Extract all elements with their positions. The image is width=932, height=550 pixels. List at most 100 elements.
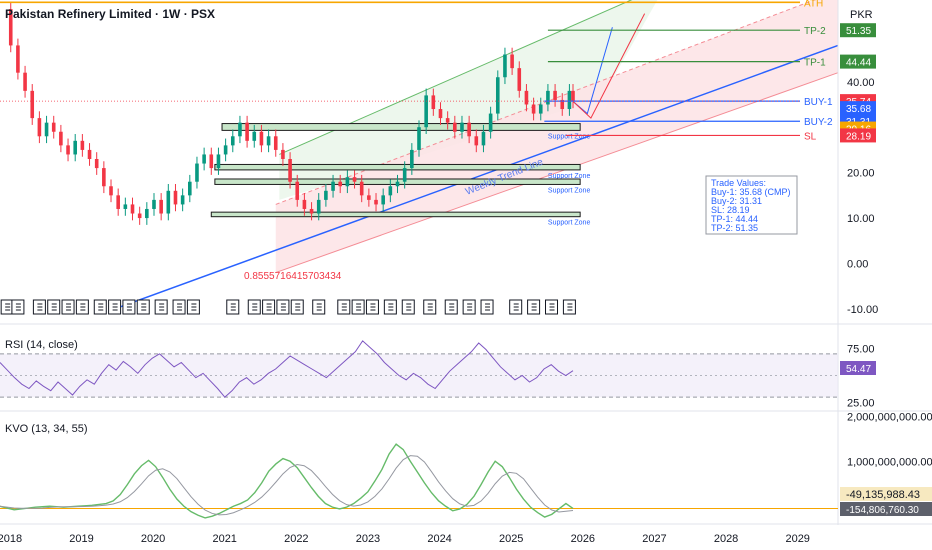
trade-values-box[interactable]: Trade Values: Buy-1: 35.68 (CMP) Buy-2: …: [705, 175, 798, 235]
earnings-flag-icon[interactable]: [61, 299, 75, 315]
candle-body[interactable]: [102, 168, 106, 187]
candle-body[interactable]: [495, 77, 500, 114]
candle-body[interactable]: [445, 118, 450, 123]
rsi-tick-label[interactable]: 75.00: [847, 343, 875, 355]
candle-body[interactable]: [281, 149, 285, 159]
candle-body[interactable]: [87, 149, 92, 159]
kvo-value-badge-1[interactable]: -49,135,988.43: [840, 487, 932, 501]
earnings-flag-icon[interactable]: [312, 299, 326, 315]
kvo-pane[interactable]: 2,000,000,000.00 1,000,000,000.00: [0, 411, 932, 519]
candle-body[interactable]: [374, 199, 378, 205]
candle-body[interactable]: [180, 195, 185, 205]
candle-body[interactable]: [538, 104, 543, 114]
candle-body[interactable]: [453, 122, 457, 132]
earnings-flag-icon[interactable]: [186, 299, 200, 315]
candle-body[interactable]: [51, 122, 56, 132]
price-badge[interactable]: [840, 54, 876, 69]
earnings-flag-icon[interactable]: [247, 299, 261, 315]
candle-body[interactable]: [195, 163, 199, 182]
candle-body[interactable]: [73, 140, 78, 155]
time-tick-label[interactable]: 2029: [785, 533, 809, 545]
candle-body[interactable]: [202, 154, 206, 164]
price-badge[interactable]: [840, 101, 876, 116]
earnings-flag-icon[interactable]: [108, 299, 122, 315]
earnings-flag-icon[interactable]: [75, 299, 89, 315]
candle-body[interactable]: [259, 131, 264, 146]
candle-body[interactable]: [295, 181, 300, 200]
candle-body[interactable]: [288, 159, 292, 182]
time-tick-label[interactable]: 2025: [499, 533, 523, 545]
price-tick-label[interactable]: -10.00: [847, 304, 878, 316]
candle-body[interactable]: [159, 199, 163, 214]
candle-body[interactable]: [359, 181, 364, 196]
candle-body[interactable]: [59, 131, 63, 146]
candle-body[interactable]: [331, 181, 335, 191]
candle-body[interactable]: [238, 122, 242, 137]
candle-body[interactable]: [273, 136, 278, 150]
candle-body[interactable]: [388, 186, 393, 196]
price-tick-label[interactable]: 10.00: [847, 213, 875, 225]
kvo-tick-label[interactable]: 1,000,000,000.00: [847, 456, 932, 468]
earnings-flag-icon[interactable]: [226, 299, 240, 315]
candle-body[interactable]: [137, 213, 142, 219]
time-tick-label[interactable]: 2019: [69, 533, 93, 545]
earnings-flag-icon[interactable]: [423, 299, 437, 315]
candle-body[interactable]: [395, 181, 400, 187]
candle-body[interactable]: [37, 118, 42, 137]
candle-body[interactable]: [481, 131, 486, 146]
candle-body[interactable]: [546, 90, 550, 105]
candle-body[interactable]: [474, 136, 479, 146]
symbol-title[interactable]: Pakistan Refinery Limited · 1W · PSX: [5, 7, 215, 21]
candle-body[interactable]: [252, 131, 257, 141]
earnings-flag-icon[interactable]: [32, 299, 46, 315]
earnings-flag-icon[interactable]: [337, 299, 351, 315]
candle-body[interactable]: [23, 72, 27, 91]
kvo-line[interactable]: [0, 443, 574, 519]
candle-body[interactable]: [352, 177, 357, 182]
candle-body[interactable]: [345, 177, 350, 187]
rsi-title[interactable]: RSI (14, close): [5, 339, 78, 351]
time-tick-label[interactable]: 2028: [714, 533, 738, 545]
candle-body[interactable]: [245, 122, 249, 141]
candle-body[interactable]: [166, 190, 171, 214]
candle-body[interactable]: [510, 54, 514, 69]
candle-body[interactable]: [230, 136, 235, 146]
earnings-flag-icon[interactable]: [276, 299, 290, 315]
earnings-flag-icon[interactable]: [172, 299, 186, 315]
rsi-value-badge[interactable]: 54.47: [840, 361, 876, 375]
earnings-flag-icon[interactable]: [0, 299, 14, 315]
earnings-flag-icon[interactable]: [509, 299, 523, 315]
time-tick-label[interactable]: 2018: [0, 533, 22, 545]
earnings-flag-icon[interactable]: [136, 299, 150, 315]
candle-body[interactable]: [123, 204, 128, 209]
earnings-flag-icon[interactable]: [444, 299, 458, 315]
rsi-line[interactable]: [0, 340, 574, 398]
kvo-tick-label[interactable]: 2,000,000,000.00: [847, 411, 932, 423]
earnings-flag-icon[interactable]: [480, 299, 494, 315]
candle-body[interactable]: [367, 195, 371, 200]
candle-body[interactable]: [402, 168, 407, 182]
earnings-flag-icon[interactable]: [122, 299, 136, 315]
earnings-flag-icon[interactable]: [401, 299, 415, 315]
candle-body[interactable]: [324, 190, 328, 200]
candle-body[interactable]: [8, 9, 13, 46]
price-badge[interactable]: [840, 23, 876, 38]
candle-body[interactable]: [531, 104, 536, 114]
candle-body[interactable]: [571, 90, 575, 102]
candle-body[interactable]: [488, 113, 493, 132]
candle-body[interactable]: [302, 199, 307, 209]
price-tick-label[interactable]: 0.00: [847, 258, 868, 270]
time-axis[interactable]: 2018 2019 2020 2021 2022 2023 2024 2025 2026 2027…: [0, 533, 810, 545]
earnings-flag-icon[interactable]: [154, 299, 168, 315]
candle-body[interactable]: [16, 45, 20, 73]
earnings-flag-icon[interactable]: [47, 299, 61, 315]
currency-label[interactable]: PKR: [850, 9, 873, 21]
candle-body[interactable]: [503, 54, 507, 78]
candle-body[interactable]: [80, 140, 85, 150]
rsi-pane[interactable]: 75.00 25.00: [0, 340, 875, 410]
candle-body[interactable]: [410, 149, 414, 169]
candle-body[interactable]: [152, 199, 156, 209]
price-axis[interactable]: 40.0030.0020.0010.000.00-10.0051.3544.44…: [840, 23, 878, 316]
candle-body[interactable]: [30, 90, 35, 119]
